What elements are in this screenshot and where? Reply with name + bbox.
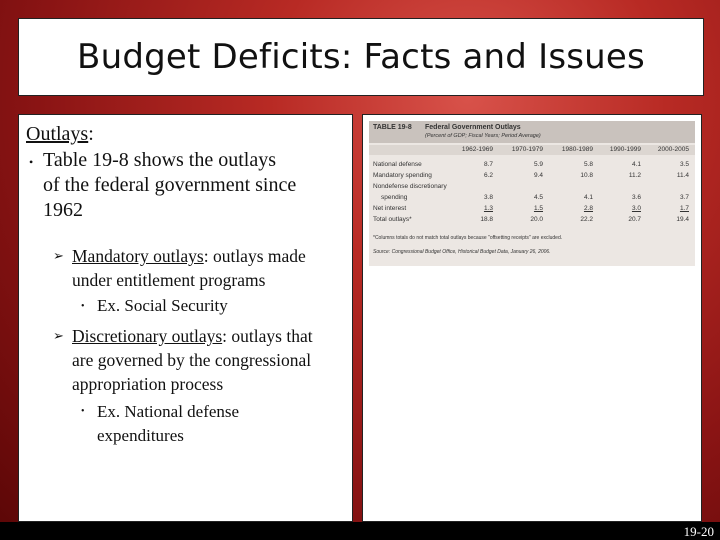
table-cell: 20.0 <box>530 216 543 223</box>
row-label: Total outlays* <box>373 216 412 223</box>
table-title: Federal Government Outlays <box>425 124 521 131</box>
table-cell: 5.9 <box>533 161 543 168</box>
table-cell: 20.7 <box>628 216 641 223</box>
discretionary-outlays-term: Discretionary outlays <box>72 326 223 346</box>
slide-title: Budget Deficits: Facts and Issues <box>77 37 645 77</box>
sub1-line2: under entitlement programs <box>72 270 266 290</box>
row-label: Mandatory spending <box>373 172 432 179</box>
table-cell: 1.7 <box>679 205 689 212</box>
left-text-panel: Outlays: • Table 19-8 shows the outlays … <box>18 114 353 522</box>
right-table-panel: TABLE 19-8 Federal Government Outlays (P… <box>362 114 702 522</box>
table-cell: 8.7 <box>483 161 493 168</box>
bullet-dot: • <box>29 155 34 169</box>
table-cell: 3.5 <box>679 161 689 168</box>
mandatory-outlays-term: Mandatory outlays <box>72 246 204 266</box>
row-label: National defense <box>373 161 422 168</box>
sub2-example-line2: expenditures <box>97 426 184 445</box>
bullet-dot: • <box>81 406 85 417</box>
table-cell: 1.5 <box>533 205 543 212</box>
table-cell: 9.4 <box>533 172 543 179</box>
outlays-heading-line: Outlays: <box>26 123 94 146</box>
column-header: 1962-1969 <box>461 146 493 153</box>
footer-bar <box>0 522 720 540</box>
table-footnote: *Columns totals do not match total outla… <box>373 235 563 241</box>
table-cell: 1.3 <box>483 205 493 212</box>
row-label: spending <box>381 194 408 201</box>
table-cell: 10.8 <box>580 172 593 179</box>
table-header-band <box>369 121 695 143</box>
table-cell: 4.1 <box>583 194 593 201</box>
sub2-example-line1: Ex. National defense <box>97 402 240 421</box>
table-cell: 19.4 <box>676 216 689 223</box>
outlays-table: TABLE 19-8 Federal Government Outlays (P… <box>369 121 695 266</box>
sub2-line3: appropriation process <box>72 374 224 394</box>
table-cell: 11.2 <box>628 172 641 179</box>
table-cell: 11.4 <box>676 172 689 179</box>
table-cell: 22.2 <box>580 216 593 223</box>
outlays-heading: Outlays <box>26 123 89 145</box>
table-cell: 3.8 <box>483 194 493 201</box>
table-cell: 3.0 <box>631 205 641 212</box>
arrow-bullet-icon: ➢ <box>53 249 64 264</box>
column-header-row <box>369 145 695 155</box>
table-cell: 5.8 <box>583 161 593 168</box>
table-cell: 6.2 <box>483 172 493 179</box>
arrow-bullet-icon: ➢ <box>53 329 64 344</box>
sub2-line1: Discretionary outlays: outlays that <box>72 326 313 347</box>
title-box: Budget Deficits: Facts and Issues <box>18 18 704 96</box>
table-cell: 18.8 <box>480 216 493 223</box>
column-header: 1990-1999 <box>609 146 641 153</box>
bullet1-line3: 1962 <box>43 199 83 221</box>
table-source: Source: Congressional Budget Office, His… <box>373 249 551 255</box>
bullet1-line1: Table 19-8 shows the outlays <box>43 149 277 171</box>
page-number: 19-20 <box>683 524 714 539</box>
table-cell: 2.8 <box>583 205 593 212</box>
column-header: 1980-1989 <box>561 146 593 153</box>
column-header: 1970-1979 <box>511 146 543 153</box>
table-cell: 3.7 <box>679 194 689 201</box>
table-cell: 4.1 <box>631 161 641 168</box>
row-label: Nondefense discretionary <box>373 183 447 190</box>
sub1-example: Ex. Social Security <box>97 296 228 315</box>
table-subtitle: (Percent of GDP; Fiscal Years; Period Av… <box>425 133 541 139</box>
table-label: TABLE 19-8 <box>373 124 412 131</box>
sub1-line1: Mandatory outlays: outlays made <box>72 246 306 267</box>
table-cell: 3.6 <box>631 194 641 201</box>
row-label: Net interest <box>373 205 407 212</box>
bullet-dot: • <box>81 301 85 312</box>
sub2-rest: : outlays that <box>222 326 313 346</box>
sub2-line2: are governed by the congressional <box>72 350 312 370</box>
bullet1-line2: of the federal government since <box>43 174 297 196</box>
sub1-rest: : outlays made <box>203 246 306 266</box>
outlays-heading-colon: : <box>88 123 94 145</box>
column-header: 2000-2005 <box>657 146 689 153</box>
table-cell: 4.5 <box>533 194 543 201</box>
